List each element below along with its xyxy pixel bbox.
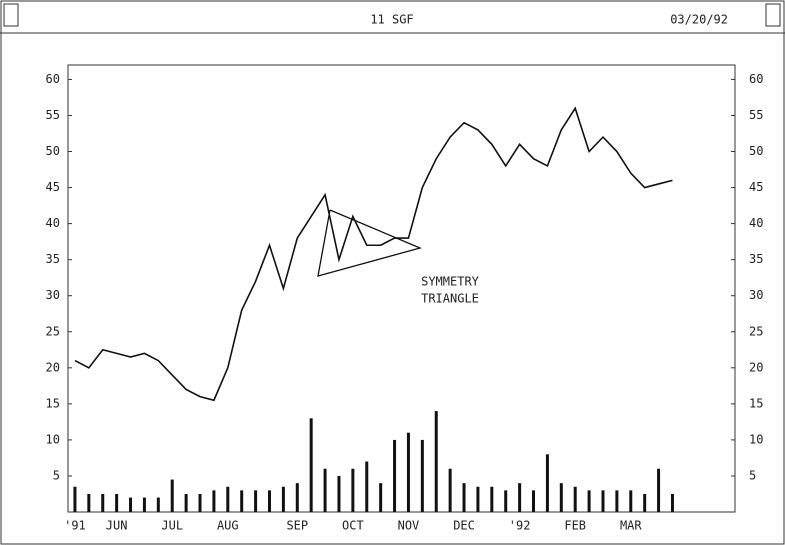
volume-bar <box>226 486 230 512</box>
annotation: TRIANGLE <box>421 292 479 306</box>
menu-icon[interactable] <box>3 3 19 27</box>
volume-bar <box>420 439 424 512</box>
x-tick-label: '92 <box>509 519 531 533</box>
volume-bar <box>462 483 466 512</box>
volume-bar <box>142 497 146 512</box>
chart-title: 11 SGF <box>370 13 413 27</box>
y2-tick-label: 60 <box>749 72 763 86</box>
y-tick-label: 55 <box>46 108 60 122</box>
price-line <box>74 106 673 402</box>
y-tick-label: 35 <box>46 252 60 266</box>
x-tick-label: MAR <box>620 519 642 533</box>
y2-tick-label: 5 <box>749 468 756 482</box>
volume-bar <box>156 497 160 512</box>
y-tick-label: 20 <box>46 360 60 374</box>
y2-tick-label: 50 <box>749 144 763 158</box>
volume-bar <box>545 454 549 512</box>
scroll-icon[interactable] <box>765 3 781 27</box>
y-tick-label: 40 <box>46 216 60 230</box>
volume-bar <box>573 486 577 512</box>
y-tick-label: 15 <box>46 396 60 410</box>
volume-bar <box>629 490 633 512</box>
y-tick-label: 50 <box>46 144 60 158</box>
y-tick-label: 30 <box>46 288 60 302</box>
volume-bar <box>490 486 494 512</box>
volume-bar <box>281 486 285 512</box>
y2-tick-label: 55 <box>749 108 763 122</box>
volume-bar <box>518 483 522 512</box>
volume-bar <box>476 486 480 512</box>
volume-bar <box>504 490 508 512</box>
plot-frame <box>67 64 736 513</box>
volume-bar <box>434 411 438 512</box>
volume-bar <box>601 490 605 512</box>
x-tick-label: NOV <box>398 519 420 533</box>
x-tick-label: JUN <box>106 519 128 533</box>
y2-tick-label: 40 <box>749 216 763 230</box>
volume-bar <box>115 493 119 512</box>
volume-bar <box>101 493 105 512</box>
volume-bar <box>351 468 355 512</box>
volume-bar <box>337 475 341 512</box>
y2-tick-label: 35 <box>749 252 763 266</box>
x-tick-label: FEB <box>564 519 586 533</box>
volume-bar <box>559 483 563 512</box>
volume-bar <box>267 490 271 512</box>
volume-bar <box>615 490 619 512</box>
volume-bar <box>170 479 174 512</box>
volume-bar <box>379 483 383 512</box>
x-tick-label: SEP <box>286 519 308 533</box>
y2-tick-label: 15 <box>749 396 763 410</box>
volume-bar <box>532 490 536 512</box>
chart-date: 03/20/92 <box>670 13 728 27</box>
volume-bar <box>323 468 327 512</box>
volume-bar <box>670 493 674 512</box>
x-tick-label: JUL <box>161 519 183 533</box>
volume-bar <box>254 490 258 512</box>
volume-bar <box>657 468 661 512</box>
volume-bar <box>448 468 452 512</box>
y2-tick-label: 10 <box>749 432 763 446</box>
y2-tick-label: 45 <box>749 180 763 194</box>
x-tick-label: AUG <box>217 519 239 533</box>
y-tick-label: 25 <box>46 324 60 338</box>
y-tick-label: 5 <box>53 468 60 482</box>
volume-bar <box>87 493 91 512</box>
x-tick-label: '91 <box>64 519 86 533</box>
volume-bar <box>212 490 216 512</box>
volume-bar <box>406 432 410 512</box>
volume-bar <box>295 483 299 512</box>
volume-bar <box>587 490 591 512</box>
volume-bar <box>643 493 647 512</box>
y-tick-label: 60 <box>46 72 60 86</box>
x-tick-label: DEC <box>453 519 475 533</box>
y-tick-label: 45 <box>46 180 60 194</box>
x-tick-label: OCT <box>342 519 364 533</box>
y2-tick-label: 25 <box>749 324 763 338</box>
y2-tick-label: 30 <box>749 288 763 302</box>
volume-bar <box>393 439 397 512</box>
volume-bar <box>309 418 313 512</box>
volume-bar <box>184 493 188 512</box>
annotation: SYMMETRY <box>421 275 480 289</box>
volume-bar <box>73 486 77 512</box>
volume-bar <box>198 493 202 512</box>
volume-bar <box>365 461 369 512</box>
y-tick-label: 10 <box>46 432 60 446</box>
volume-bar <box>240 490 244 512</box>
triangle-pattern <box>317 209 422 277</box>
volume-bar <box>129 497 133 512</box>
y2-tick-label: 20 <box>749 360 763 374</box>
